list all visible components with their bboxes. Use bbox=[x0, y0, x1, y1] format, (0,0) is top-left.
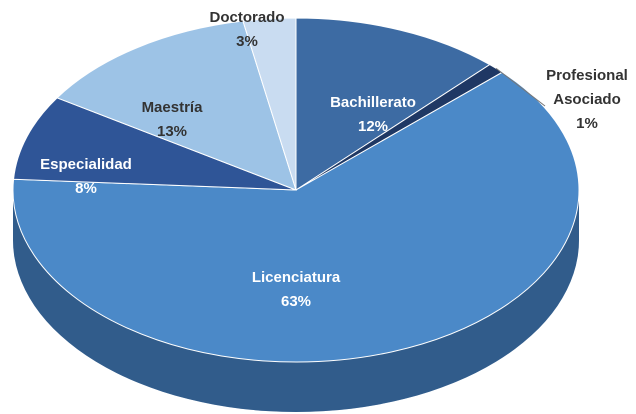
slice bbox=[12, 71, 580, 363]
slice bbox=[13, 97, 297, 191]
value-label: 3% bbox=[236, 33, 258, 50]
slice-label: Bachillerato 12% bbox=[303, 91, 443, 139]
category-name: Doctorado bbox=[209, 9, 285, 26]
slice-side bbox=[13, 190, 579, 412]
value-label: 1% bbox=[576, 115, 598, 132]
slice bbox=[242, 17, 297, 191]
side-shade bbox=[13, 190, 579, 412]
value-label: 12% bbox=[357, 118, 389, 135]
slice-label: Especialidad 8% bbox=[16, 153, 156, 201]
slice bbox=[56, 20, 297, 191]
slice bbox=[295, 17, 491, 191]
category-name: Bachillerato bbox=[330, 94, 416, 111]
leader-line bbox=[495, 67, 546, 107]
slice-label: Maestría 13% bbox=[102, 96, 242, 144]
category-name: Especialidad bbox=[40, 156, 132, 173]
slice-label: Licenciatura 63% bbox=[216, 266, 376, 314]
slice-label: Doctorado 3% bbox=[187, 6, 307, 54]
value-label: 13% bbox=[156, 123, 188, 140]
value-label: 8% bbox=[75, 180, 97, 197]
slice-label: Profesional Asociado 1% bbox=[542, 64, 632, 136]
category-name: Profesional Asociado bbox=[546, 67, 628, 108]
value-label: 63% bbox=[280, 293, 312, 310]
category-name: Licenciatura bbox=[251, 269, 341, 286]
category-name: Maestría bbox=[141, 99, 203, 116]
